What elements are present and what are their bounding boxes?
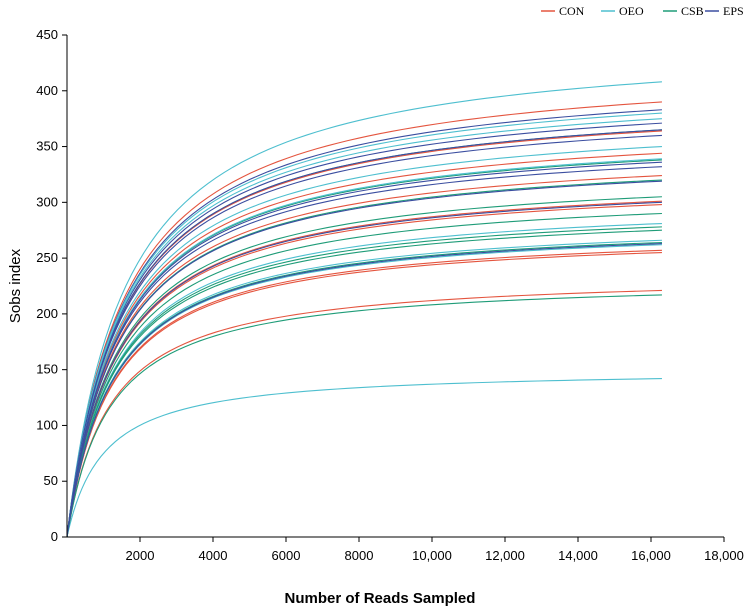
series-line-eps (66, 161, 662, 538)
x-axis-title: Number of Reads Sampled (285, 590, 476, 607)
x-tick-label: 12,000 (485, 548, 525, 563)
series-line-con (66, 175, 662, 538)
y-tick-label: 450 (36, 27, 58, 42)
series-line-con (66, 152, 662, 538)
legend: CON OEO CSB EPS (541, 4, 744, 18)
series-line-con (66, 251, 662, 538)
series-line-csb (66, 294, 662, 538)
series-line-eps (66, 243, 662, 538)
x-tick-label: 10,000 (412, 548, 452, 563)
y-axis-title: Sobs index (7, 248, 24, 323)
y-tick-label: 50 (44, 473, 58, 488)
legend-label-csb: CSB (681, 4, 704, 18)
series-line-eps (66, 201, 662, 538)
series-line-eps (66, 109, 662, 538)
y-tick-label: 100 (36, 417, 58, 432)
series-line-eps (66, 134, 662, 538)
series-line-oeo (66, 158, 662, 538)
y-tick-label: 0 (51, 529, 58, 544)
series-line-csb (66, 229, 662, 538)
y-tick-label: 200 (36, 306, 58, 321)
series-line-csb (66, 226, 662, 538)
x-tick-label: 8000 (345, 548, 374, 563)
series-line-csb (66, 159, 662, 538)
series-line-oeo (66, 146, 662, 538)
axes-layer (66, 35, 724, 538)
y-tick-label: 350 (36, 139, 58, 154)
y-ticks: 0 50 100 150 200 250 300 350 400 450 (36, 27, 67, 544)
series-line-oeo (66, 118, 662, 538)
y-tick-label: 150 (36, 362, 58, 377)
legend-label-eps: EPS (723, 4, 744, 18)
x-tick-label: 2000 (126, 548, 155, 563)
x-tick-label: 18,000 (704, 548, 744, 563)
series-line-eps (66, 166, 662, 538)
x-tick-label: 14,000 (558, 548, 598, 563)
x-tick-label: 4000 (199, 548, 228, 563)
legend-label-oeo: OEO (619, 4, 644, 18)
x-tick-label: 16,000 (631, 548, 671, 563)
series-line-oeo (66, 81, 662, 538)
series-line-csb (66, 212, 662, 538)
y-tick-label: 400 (36, 83, 58, 98)
series-line-con (66, 289, 662, 538)
y-tick-label: 300 (36, 194, 58, 209)
y-tick-label: 250 (36, 250, 58, 265)
curves-layer (66, 81, 662, 538)
x-ticks: 2000 4000 6000 8000 10,000 12,000 14,000 16,000… (126, 537, 744, 563)
legend-label-con: CON (559, 4, 585, 18)
series-line-oeo (66, 239, 662, 538)
series-line-csb (66, 241, 662, 538)
x-tick-label: 6000 (272, 548, 301, 563)
series-line-oeo (66, 378, 662, 538)
series-line-eps (66, 180, 662, 538)
